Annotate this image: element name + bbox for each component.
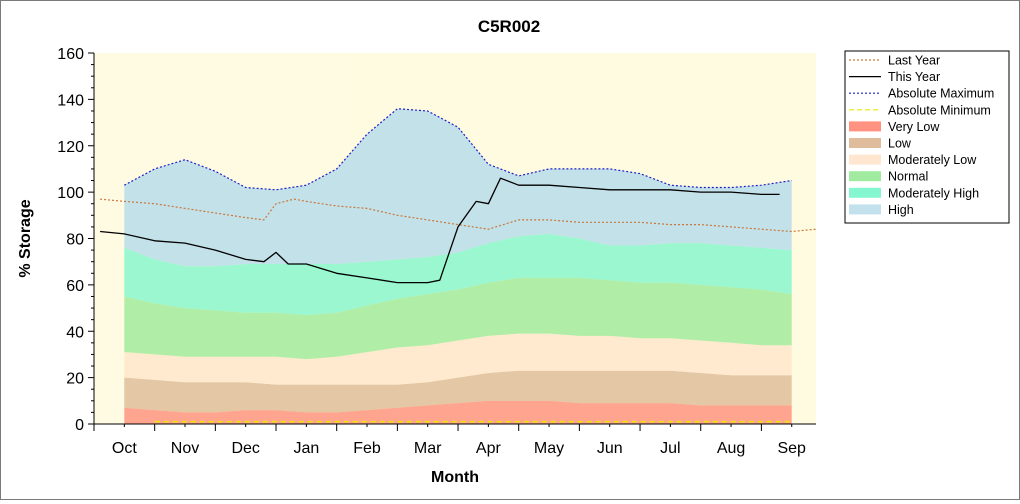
legend-label: Moderately Low: [888, 153, 977, 167]
legend-label: Moderately High: [888, 186, 979, 200]
legend-swatch-very-low: [849, 121, 881, 132]
legend-item-moderately-high: Moderately High: [849, 186, 979, 200]
band-normal: [124, 277, 792, 360]
legend-item-this-year: This Year: [849, 70, 940, 84]
legend-label: Very Low: [888, 120, 940, 134]
x-tick-label: Jan: [293, 440, 319, 457]
band-low: [124, 370, 792, 413]
y-tick-label: 140: [57, 92, 84, 109]
legend-label: Normal: [888, 170, 928, 184]
y-tick-label: 20: [66, 371, 84, 388]
y-tick-label: 80: [66, 232, 84, 249]
y-tick-label: 120: [57, 139, 84, 156]
band-layer: [124, 108, 792, 424]
y-tick-label: 0: [75, 417, 84, 434]
legend-item-normal: Normal: [849, 170, 928, 184]
x-tick-label: Apr: [476, 440, 502, 457]
band-very-low: [124, 400, 792, 424]
legend: Last Year This Year Absolute Maximum Absolu…: [844, 50, 1010, 224]
legend-label: Absolute Maximum: [888, 87, 994, 101]
legend-item-absolute-minimum: Absolute Minimum: [849, 103, 991, 117]
series-this-year: [100, 177, 780, 284]
legend-swatch-moderately-high: [849, 187, 881, 198]
legend-item-last-year: Last Year: [849, 54, 940, 68]
y-tick-label: 60: [66, 278, 84, 295]
legend-item-very-low: Very Low: [849, 120, 940, 134]
chart-title: C5R002: [478, 17, 540, 36]
legend-item-moderately-low: Moderately Low: [849, 153, 977, 167]
band-moderately-low: [124, 333, 792, 385]
x-tick-label: Dec: [231, 440, 259, 457]
legend-label: This Year: [888, 70, 940, 84]
x-axis-label: Month: [431, 469, 479, 486]
band-high: [124, 108, 792, 267]
x-tick-label: Aug: [717, 440, 745, 457]
x-tick-label: Mar: [414, 440, 442, 457]
legend-label: High: [888, 203, 914, 217]
legend-swatch-high: [849, 204, 881, 215]
legend-swatch-moderately-low: [849, 154, 881, 165]
x-tick-label: Nov: [171, 440, 199, 457]
legend-swatch-normal: [849, 171, 881, 182]
legend-label: Low: [888, 137, 912, 151]
x-tick-label: Jul: [660, 440, 680, 457]
series-last-year: [100, 198, 817, 233]
y-tick-label: 40: [66, 324, 84, 341]
y-axis-label: % Storage: [17, 199, 34, 277]
axes-layer: 0 20 40 60 80 100 120 140 160 Oct Nov Dec Jan Feb Mar A…: [57, 46, 816, 457]
y-tick-label: 160: [57, 46, 84, 63]
legend-item-absolute-maximum: Absolute Maximum: [849, 87, 994, 101]
band-moderately-high: [124, 233, 792, 315]
series-layer: [100, 108, 817, 423]
legend-label: Absolute Minimum: [888, 103, 991, 117]
x-tick-label: Feb: [353, 440, 381, 457]
legend-item-low: Low: [849, 137, 912, 151]
x-tick-label: May: [534, 440, 564, 457]
legend-label: Last Year: [888, 54, 940, 68]
legend-swatch-low: [849, 138, 881, 148]
y-tick-label: 100: [57, 185, 84, 202]
x-tick-label: Jun: [597, 440, 623, 457]
x-tick-label: Oct: [112, 440, 137, 457]
x-tick-label: Sep: [777, 440, 806, 457]
series-absolute-maximum: [124, 108, 792, 191]
legend-item-high: High: [849, 203, 914, 217]
